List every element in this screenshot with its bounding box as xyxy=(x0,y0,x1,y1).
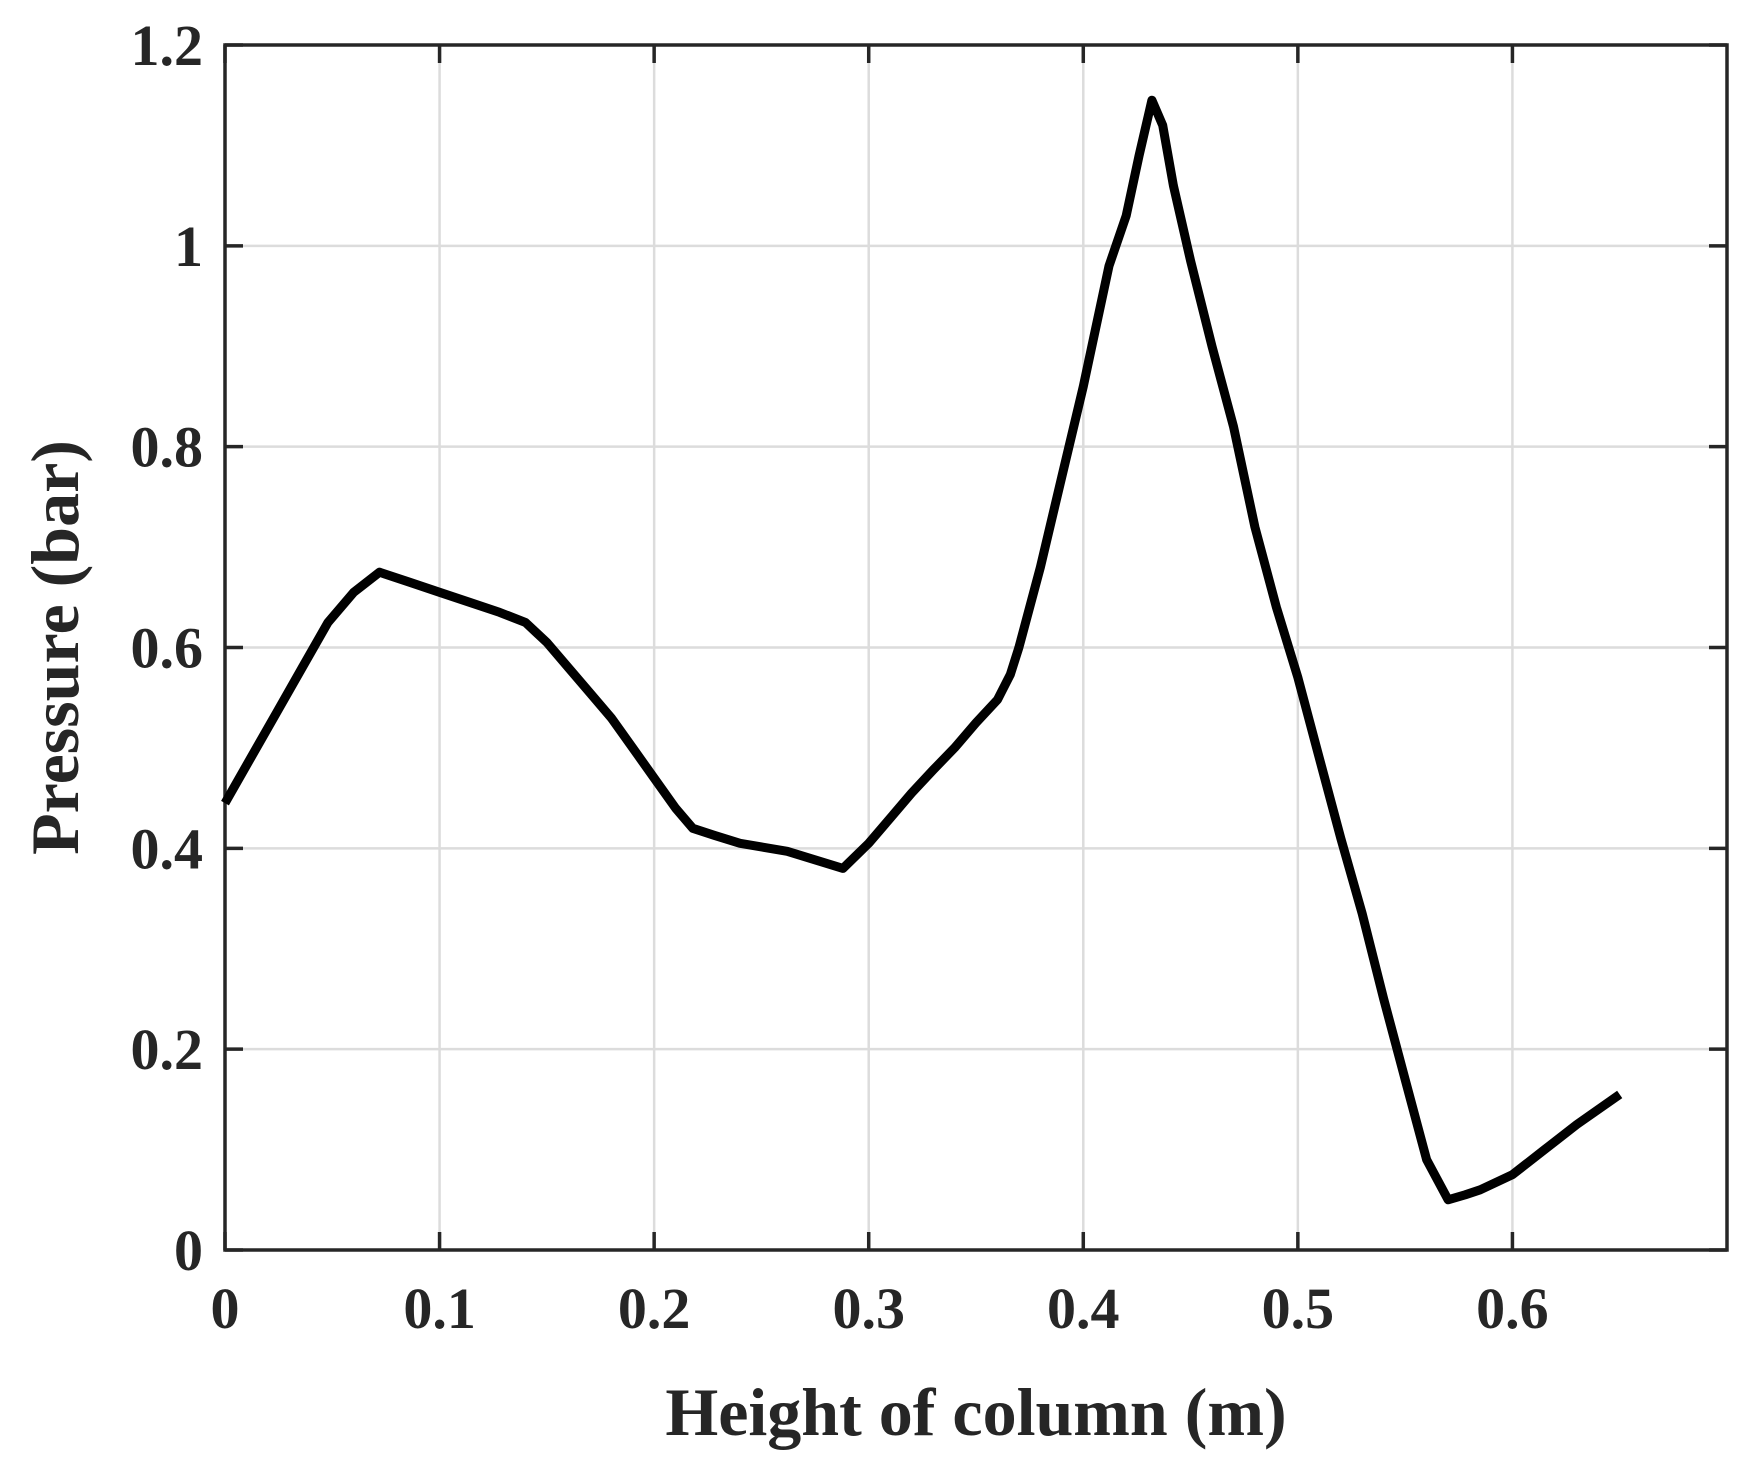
grid-lines xyxy=(225,45,1727,1250)
y-tick-label: 0.4 xyxy=(131,816,204,881)
x-tick-label: 0.6 xyxy=(1476,1276,1549,1341)
x-tick-label: 0.4 xyxy=(1047,1276,1120,1341)
y-tick-label: 0.6 xyxy=(131,616,204,681)
x-tick-labels: 0 0.1 0.2 0.3 0.4 0.5 0.6 xyxy=(211,1276,1549,1341)
y-tick-labels: 0 0.2 0.4 0.6 0.8 1 1.2 xyxy=(131,13,204,1283)
series-layer xyxy=(221,95,1623,1205)
x-tick-label: 0.3 xyxy=(832,1276,905,1341)
y-tick-label: 1.2 xyxy=(131,13,204,78)
axes-frame xyxy=(223,43,1729,1252)
x-tick-label: 0.5 xyxy=(1262,1276,1335,1341)
x-tick-label: 0.2 xyxy=(618,1276,691,1341)
x-axis-title: Height of column (m) xyxy=(665,1374,1286,1450)
y-tick-label: 1 xyxy=(174,214,203,279)
x-tick-label: 0 xyxy=(211,1276,240,1341)
y-tick-label: 0.2 xyxy=(131,1017,204,1082)
x-tick-label: 0.1 xyxy=(403,1276,476,1341)
y-tick-label: 0.8 xyxy=(131,415,204,480)
y-tick-label: 0 xyxy=(174,1218,203,1283)
y-axis-title: Pressure (bar) xyxy=(17,440,93,855)
series-line xyxy=(221,95,1623,1205)
